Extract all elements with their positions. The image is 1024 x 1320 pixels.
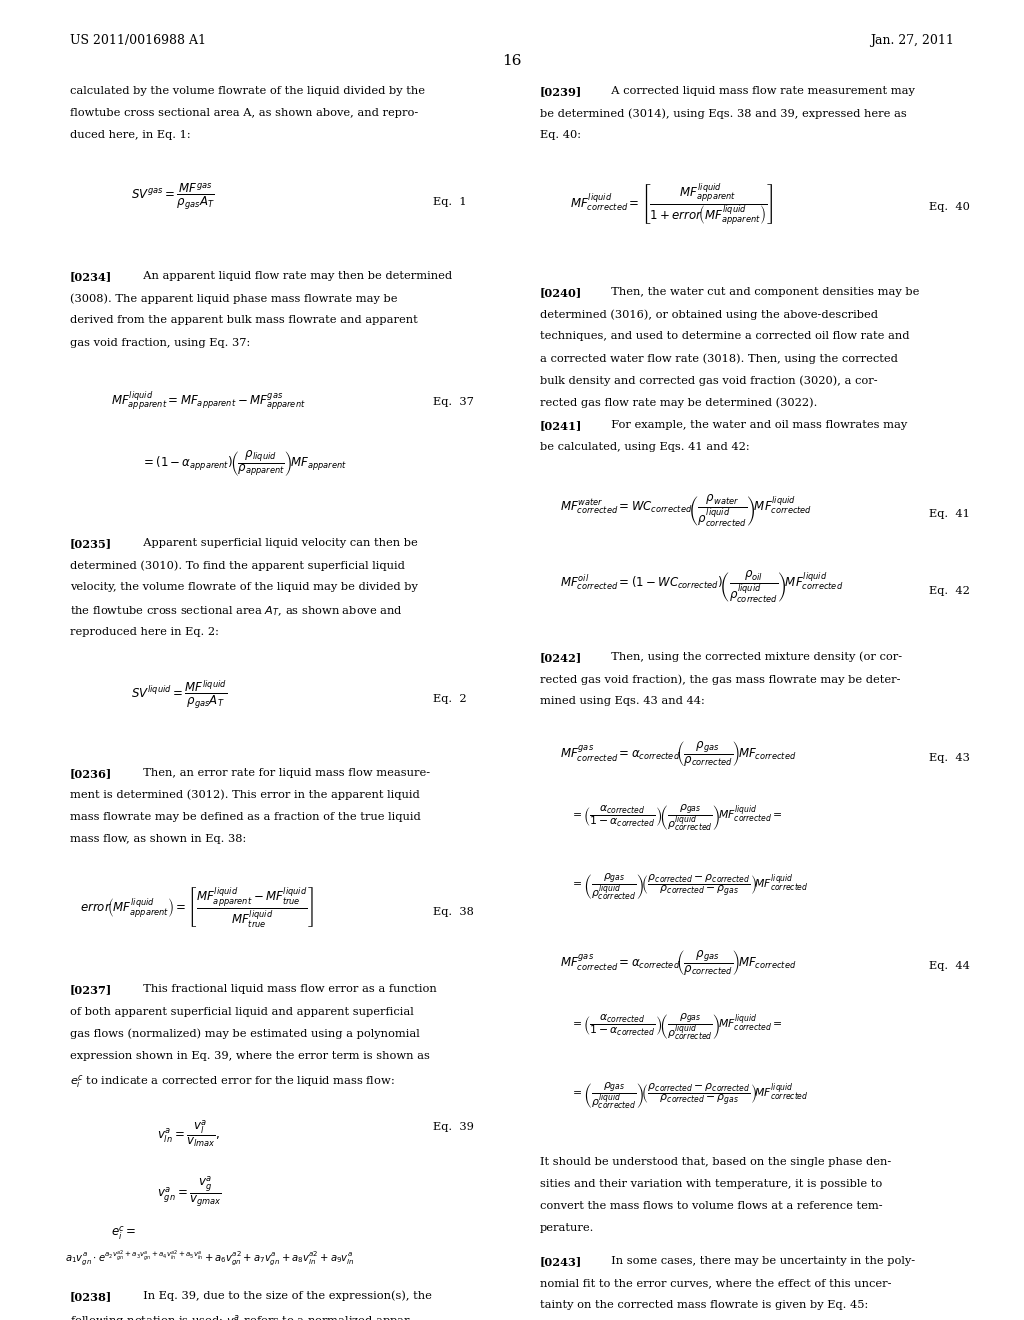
Text: Eq.  1: Eq. 1 bbox=[433, 197, 467, 207]
Text: For example, the water and oil mass flowrates may: For example, the water and oil mass flow… bbox=[604, 420, 907, 430]
Text: bulk density and corrected gas void fraction (3020), a cor-: bulk density and corrected gas void frac… bbox=[540, 376, 878, 387]
Text: Apparent superficial liquid velocity can then be: Apparent superficial liquid velocity can… bbox=[136, 539, 418, 548]
Text: be calculated, using Eqs. 41 and 42:: be calculated, using Eqs. 41 and 42: bbox=[540, 442, 750, 453]
Text: convert the mass flows to volume flows at a reference tem-: convert the mass flows to volume flows a… bbox=[540, 1201, 883, 1210]
Text: $v^a_{ln} = \dfrac{v^a_l}{v_{lmax}},$: $v^a_{ln} = \dfrac{v^a_l}{v_{lmax}},$ bbox=[157, 1119, 219, 1150]
Text: tainty on the corrected mass flowrate is given by Eq. 45:: tainty on the corrected mass flowrate is… bbox=[540, 1300, 868, 1311]
Text: In some cases, there may be uncertainty in the poly-: In some cases, there may be uncertainty … bbox=[604, 1255, 915, 1266]
Text: A corrected liquid mass flow rate measurement may: A corrected liquid mass flow rate measur… bbox=[604, 86, 915, 96]
Text: $e^c_i =$: $e^c_i =$ bbox=[111, 1225, 136, 1242]
Text: $error\!\left(MF^{liquid}_{apparent}\right) = \left[\dfrac{MF^{liquid}_{apparent: $error\!\left(MF^{liquid}_{apparent}\rig… bbox=[80, 886, 313, 929]
Text: [0241]: [0241] bbox=[540, 420, 582, 432]
Text: [0237]: [0237] bbox=[70, 985, 112, 995]
Text: nomial fit to the error curves, where the effect of this uncer-: nomial fit to the error curves, where th… bbox=[540, 1278, 891, 1288]
Text: It should be understood that, based on the single phase den-: It should be understood that, based on t… bbox=[540, 1156, 891, 1167]
Text: Then, an error rate for liquid mass flow measure-: Then, an error rate for liquid mass flow… bbox=[136, 768, 430, 777]
Text: of both apparent superficial liquid and apparent superficial: of both apparent superficial liquid and … bbox=[70, 1007, 414, 1016]
Text: $MF^{liquid}_{corrected} = \left[\dfrac{MF^{liquid}_{apparent}}{1 + error\!\left: $MF^{liquid}_{corrected} = \left[\dfrac{… bbox=[570, 181, 774, 227]
Text: $= \left(\dfrac{\rho_{gas}}{\rho^{liquid}_{corrected}}\right)\!\left(\dfrac{\rho: $= \left(\dfrac{\rho_{gas}}{\rho^{liquid… bbox=[570, 871, 809, 902]
Text: Then, using the corrected mixture density (or cor-: Then, using the corrected mixture densit… bbox=[604, 652, 902, 663]
Text: Eq.  42: Eq. 42 bbox=[929, 586, 970, 595]
Text: [0243]: [0243] bbox=[540, 1255, 582, 1267]
Text: [0234]: [0234] bbox=[70, 271, 112, 282]
Text: Eq.  43: Eq. 43 bbox=[929, 752, 970, 763]
Text: determined (3010). To find the apparent superficial liquid: determined (3010). To find the apparent … bbox=[70, 560, 404, 570]
Text: An apparent liquid flow rate may then be determined: An apparent liquid flow rate may then be… bbox=[136, 271, 453, 281]
Text: mass flowrate may be defined as a fraction of the true liquid: mass flowrate may be defined as a fracti… bbox=[70, 812, 421, 822]
Text: [0242]: [0242] bbox=[540, 652, 582, 663]
Text: $MF^{water}_{corrected} = WC_{corrected}\!\left(\dfrac{\rho_{water}}{\rho^{liqui: $MF^{water}_{corrected} = WC_{corrected}… bbox=[560, 494, 812, 529]
Text: (3008). The apparent liquid phase mass flowrate may be: (3008). The apparent liquid phase mass f… bbox=[70, 293, 397, 304]
Text: determined (3016), or obtained using the above-described: determined (3016), or obtained using the… bbox=[540, 309, 878, 319]
Text: $= \left(\dfrac{\rho_{gas}}{\rho^{liquid}_{corrected}}\right)\!\left(\dfrac{\rho: $= \left(\dfrac{\rho_{gas}}{\rho^{liquid… bbox=[570, 1080, 809, 1110]
Text: Eq.  2: Eq. 2 bbox=[433, 694, 467, 704]
Text: $= \left(\dfrac{\alpha_{corrected}}{1 - \alpha_{corrected}}\right)\!\left(\dfrac: $= \left(\dfrac{\alpha_{corrected}}{1 - … bbox=[570, 803, 783, 833]
Text: Eq.  40: Eq. 40 bbox=[929, 202, 970, 213]
Text: sities and their variation with temperature, it is possible to: sities and their variation with temperat… bbox=[540, 1179, 882, 1189]
Text: Eq.  38: Eq. 38 bbox=[433, 907, 474, 916]
Text: $= \left(\dfrac{\alpha_{corrected}}{1 - \alpha_{corrected}}\right)\!\left(\dfrac: $= \left(\dfrac{\alpha_{corrected}}{1 - … bbox=[570, 1011, 783, 1041]
Text: the flowtube cross sectional area $A_T$, as shown above and: the flowtube cross sectional area $A_T$,… bbox=[70, 605, 402, 618]
Text: a corrected water flow rate (3018). Then, using the corrected: a corrected water flow rate (3018). Then… bbox=[540, 354, 897, 364]
Text: $a_1 v^a_{gn} \cdot e^{a_2 v^{a2}_{gn} + a_3 v^a_{gn} + a_4 v^{a2}_{ln} + a_5 v^: $a_1 v^a_{gn} \cdot e^{a_2 v^{a2}_{gn} +… bbox=[65, 1249, 354, 1267]
Text: rected gas void fraction), the gas mass flowrate may be deter-: rected gas void fraction), the gas mass … bbox=[540, 675, 900, 685]
Text: $SV^{gas} = \dfrac{MF^{gas}}{\rho_{gas}A_T}$: $SV^{gas} = \dfrac{MF^{gas}}{\rho_{gas}A… bbox=[131, 181, 215, 213]
Text: Eq.  44: Eq. 44 bbox=[929, 961, 970, 972]
Text: perature.: perature. bbox=[540, 1224, 594, 1233]
Text: $SV^{liquid} = \dfrac{MF^{liquid}}{\rho_{gas}A_T}$: $SV^{liquid} = \dfrac{MF^{liquid}}{\rho_… bbox=[131, 678, 227, 710]
Text: $MF^{gas}_{corrected} = \alpha_{corrected}\!\left(\dfrac{\rho_{gas}}{\rho_{corre: $MF^{gas}_{corrected} = \alpha_{correcte… bbox=[560, 739, 797, 768]
Text: rected gas flow rate may be determined (3022).: rected gas flow rate may be determined (… bbox=[540, 397, 817, 408]
Text: US 2011/0016988 A1: US 2011/0016988 A1 bbox=[70, 34, 206, 48]
Text: gas void fraction, using Eq. 37:: gas void fraction, using Eq. 37: bbox=[70, 338, 250, 347]
Text: flowtube cross sectional area A, as shown above, and repro-: flowtube cross sectional area A, as show… bbox=[70, 108, 418, 117]
Text: 16: 16 bbox=[502, 54, 522, 69]
Text: Then, the water cut and component densities may be: Then, the water cut and component densit… bbox=[604, 286, 920, 297]
Text: $= (1 - \alpha_{apparent})\!\left(\dfrac{\rho_{liquid}}{\rho_{apparent}}\right)\: $= (1 - \alpha_{apparent})\!\left(\dfrac… bbox=[141, 449, 347, 478]
Text: $MF^{gas}_{corrected} = \alpha_{corrected}\!\left(\dfrac{\rho_{gas}}{\rho_{corre: $MF^{gas}_{corrected} = \alpha_{correcte… bbox=[560, 948, 797, 977]
Text: [0240]: [0240] bbox=[540, 286, 582, 298]
Text: $MF^{liquid}_{apparent} = MF_{apparent} - MF^{gas}_{apparent}$: $MF^{liquid}_{apparent} = MF_{apparent} … bbox=[111, 389, 305, 412]
Text: duced here, in Eq. 1:: duced here, in Eq. 1: bbox=[70, 131, 190, 140]
Text: [0238]: [0238] bbox=[70, 1291, 112, 1302]
Text: techniques, and used to determine a corrected oil flow rate and: techniques, and used to determine a corr… bbox=[540, 331, 909, 342]
Text: [0236]: [0236] bbox=[70, 768, 112, 779]
Text: $e_i^c$ to indicate a corrected error for the liquid mass flow:: $e_i^c$ to indicate a corrected error fo… bbox=[70, 1073, 394, 1090]
Text: Eq.  37: Eq. 37 bbox=[433, 397, 474, 407]
Text: expression shown in Eq. 39, where the error term is shown as: expression shown in Eq. 39, where the er… bbox=[70, 1051, 429, 1061]
Text: reproduced here in Eq. 2:: reproduced here in Eq. 2: bbox=[70, 627, 218, 636]
Text: be determined (3014), using Eqs. 38 and 39, expressed here as: be determined (3014), using Eqs. 38 and … bbox=[540, 108, 906, 119]
Text: mined using Eqs. 43 and 44:: mined using Eqs. 43 and 44: bbox=[540, 696, 705, 706]
Text: velocity, the volume flowrate of the liquid may be divided by: velocity, the volume flowrate of the liq… bbox=[70, 582, 418, 593]
Text: In Eq. 39, due to the size of the expression(s), the: In Eq. 39, due to the size of the expres… bbox=[136, 1291, 432, 1302]
Text: [0235]: [0235] bbox=[70, 539, 112, 549]
Text: ment is determined (3012). This error in the apparent liquid: ment is determined (3012). This error in… bbox=[70, 789, 420, 800]
Text: mass flow, as shown in Eq. 38:: mass flow, as shown in Eq. 38: bbox=[70, 834, 246, 845]
Text: derived from the apparent bulk mass flowrate and apparent: derived from the apparent bulk mass flow… bbox=[70, 315, 418, 326]
Text: $MF^{oil}_{corrected} = (1 - WC_{corrected})\!\left(\dfrac{\rho_{oil}}{\rho^{liq: $MF^{oil}_{corrected} = (1 - WC_{correct… bbox=[560, 570, 844, 606]
Text: Eq.  39: Eq. 39 bbox=[433, 1122, 474, 1131]
Text: gas flows (normalized) may be estimated using a polynomial: gas flows (normalized) may be estimated … bbox=[70, 1028, 420, 1039]
Text: Eq. 40:: Eq. 40: bbox=[540, 131, 581, 140]
Text: $v^a_{gn} = \dfrac{v^a_g}{v_{gmax}}$: $v^a_{gn} = \dfrac{v^a_g}{v_{gmax}}$ bbox=[157, 1175, 221, 1209]
Text: Jan. 27, 2011: Jan. 27, 2011 bbox=[870, 34, 954, 48]
Text: following notation is used: $v_{ln}^a$ refers to a normalized appar-: following notation is used: $v_{ln}^a$ r… bbox=[70, 1313, 414, 1320]
Text: [0239]: [0239] bbox=[540, 86, 582, 96]
Text: Eq.  41: Eq. 41 bbox=[929, 510, 970, 519]
Text: calculated by the volume flowrate of the liquid divided by the: calculated by the volume flowrate of the… bbox=[70, 86, 425, 96]
Text: This fractional liquid mass flow error as a function: This fractional liquid mass flow error a… bbox=[136, 985, 437, 994]
